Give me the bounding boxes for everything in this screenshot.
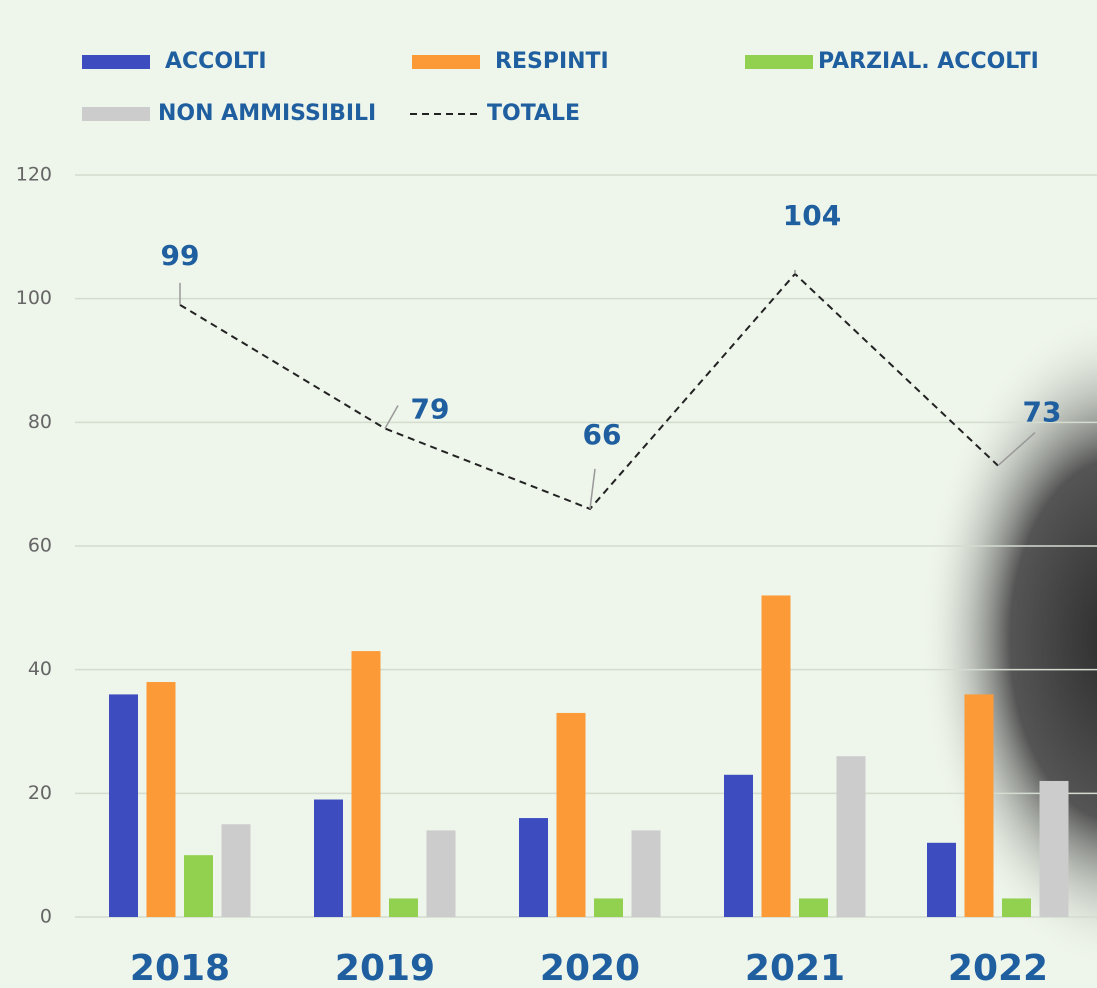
bar: [1002, 898, 1031, 917]
bar: [964, 694, 994, 917]
bar: [631, 830, 661, 917]
data-label: 99: [161, 239, 200, 272]
legend-label: ACCOLTI: [165, 49, 267, 74]
bar: [389, 898, 418, 917]
bar: [184, 855, 213, 917]
y-tick-label: 0: [40, 906, 52, 928]
bar: [314, 799, 343, 917]
legend-swatch: [82, 107, 150, 121]
x-tick-label: 2019: [335, 948, 435, 988]
y-tick-label: 60: [28, 535, 52, 557]
y-tick-label: 20: [28, 782, 52, 804]
bar: [799, 898, 828, 917]
data-label: 73: [1023, 396, 1062, 429]
bar: [836, 756, 866, 917]
legend-swatch: [412, 55, 480, 69]
bar: [927, 842, 956, 917]
y-tick-label: 100: [16, 287, 52, 309]
bar: [556, 712, 586, 917]
leader-line: [384, 405, 399, 429]
bar: [761, 595, 791, 917]
y-tick-label: 120: [16, 164, 52, 186]
bar: [221, 824, 251, 917]
legend-label: NON AMMISSIBILI: [158, 101, 376, 126]
bar: [519, 818, 548, 917]
legend-label: TOTALE: [487, 101, 580, 126]
legend-swatch: [82, 55, 150, 69]
leader-line: [589, 468, 596, 509]
x-tick-label: 2022: [948, 948, 1048, 988]
bar: [594, 898, 623, 917]
bar: [351, 651, 381, 917]
bar: [426, 830, 456, 917]
legend-swatch: [745, 55, 813, 69]
y-tick-label: 80: [28, 411, 52, 433]
legend-label: RESPINTI: [495, 49, 609, 74]
bar: [724, 774, 753, 917]
x-tick-label: 2021: [745, 948, 845, 988]
bar: [1039, 780, 1069, 917]
x-tick-label: 2018: [130, 948, 230, 988]
x-tick-label: 2020: [540, 948, 640, 988]
data-label: 66: [583, 418, 622, 451]
bar: [109, 694, 138, 917]
leader-line: [997, 432, 1036, 467]
y-tick-label: 40: [28, 658, 52, 680]
data-label: 79: [411, 393, 450, 426]
data-label: 104: [783, 199, 841, 232]
legend-label: PARZIAL. ACCOLTI: [818, 49, 1039, 74]
bar: [146, 682, 176, 917]
